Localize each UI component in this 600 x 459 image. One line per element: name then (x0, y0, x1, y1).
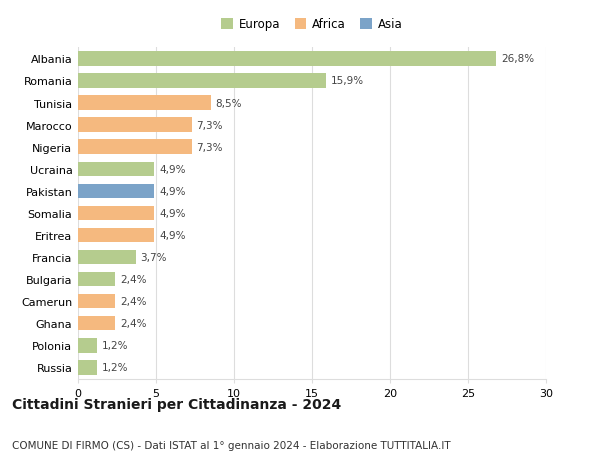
Text: 2,4%: 2,4% (120, 274, 146, 285)
Bar (78, 228, 154, 243)
Text: 2,4%: 2,4% (120, 297, 146, 307)
Text: COMUNE DI FIRMO (CS) - Dati ISTAT al 1° gennaio 2024 - Elaborazione TUTTITALIA.I: COMUNE DI FIRMO (CS) - Dati ISTAT al 1° … (12, 440, 451, 450)
Bar (78, 294, 115, 309)
Text: 1,2%: 1,2% (101, 363, 128, 373)
Bar (78, 360, 97, 375)
Bar (78, 184, 154, 199)
Text: 8,5%: 8,5% (215, 98, 242, 108)
Bar (78, 118, 192, 133)
Bar (78, 74, 326, 89)
Bar (78, 316, 115, 331)
Text: 3,7%: 3,7% (140, 252, 167, 263)
Text: Cittadini Stranieri per Cittadinanza - 2024: Cittadini Stranieri per Cittadinanza - 2… (12, 397, 341, 411)
Legend: Europa, Africa, Asia: Europa, Africa, Asia (219, 16, 405, 34)
Bar (78, 162, 154, 177)
Bar (78, 206, 154, 221)
Text: 7,3%: 7,3% (197, 120, 223, 130)
Text: 4,9%: 4,9% (159, 186, 185, 196)
Bar (78, 272, 115, 287)
Text: 26,8%: 26,8% (501, 54, 534, 64)
Text: 2,4%: 2,4% (120, 319, 146, 329)
Text: 4,9%: 4,9% (159, 208, 185, 218)
Bar (78, 338, 97, 353)
Bar (78, 250, 136, 265)
Text: 7,3%: 7,3% (197, 142, 223, 152)
Bar (78, 52, 496, 67)
Text: 1,2%: 1,2% (101, 341, 128, 351)
Bar (78, 96, 211, 111)
Text: 15,9%: 15,9% (331, 76, 364, 86)
Text: 4,9%: 4,9% (159, 230, 185, 241)
Text: 4,9%: 4,9% (159, 164, 185, 174)
Bar (78, 140, 192, 155)
